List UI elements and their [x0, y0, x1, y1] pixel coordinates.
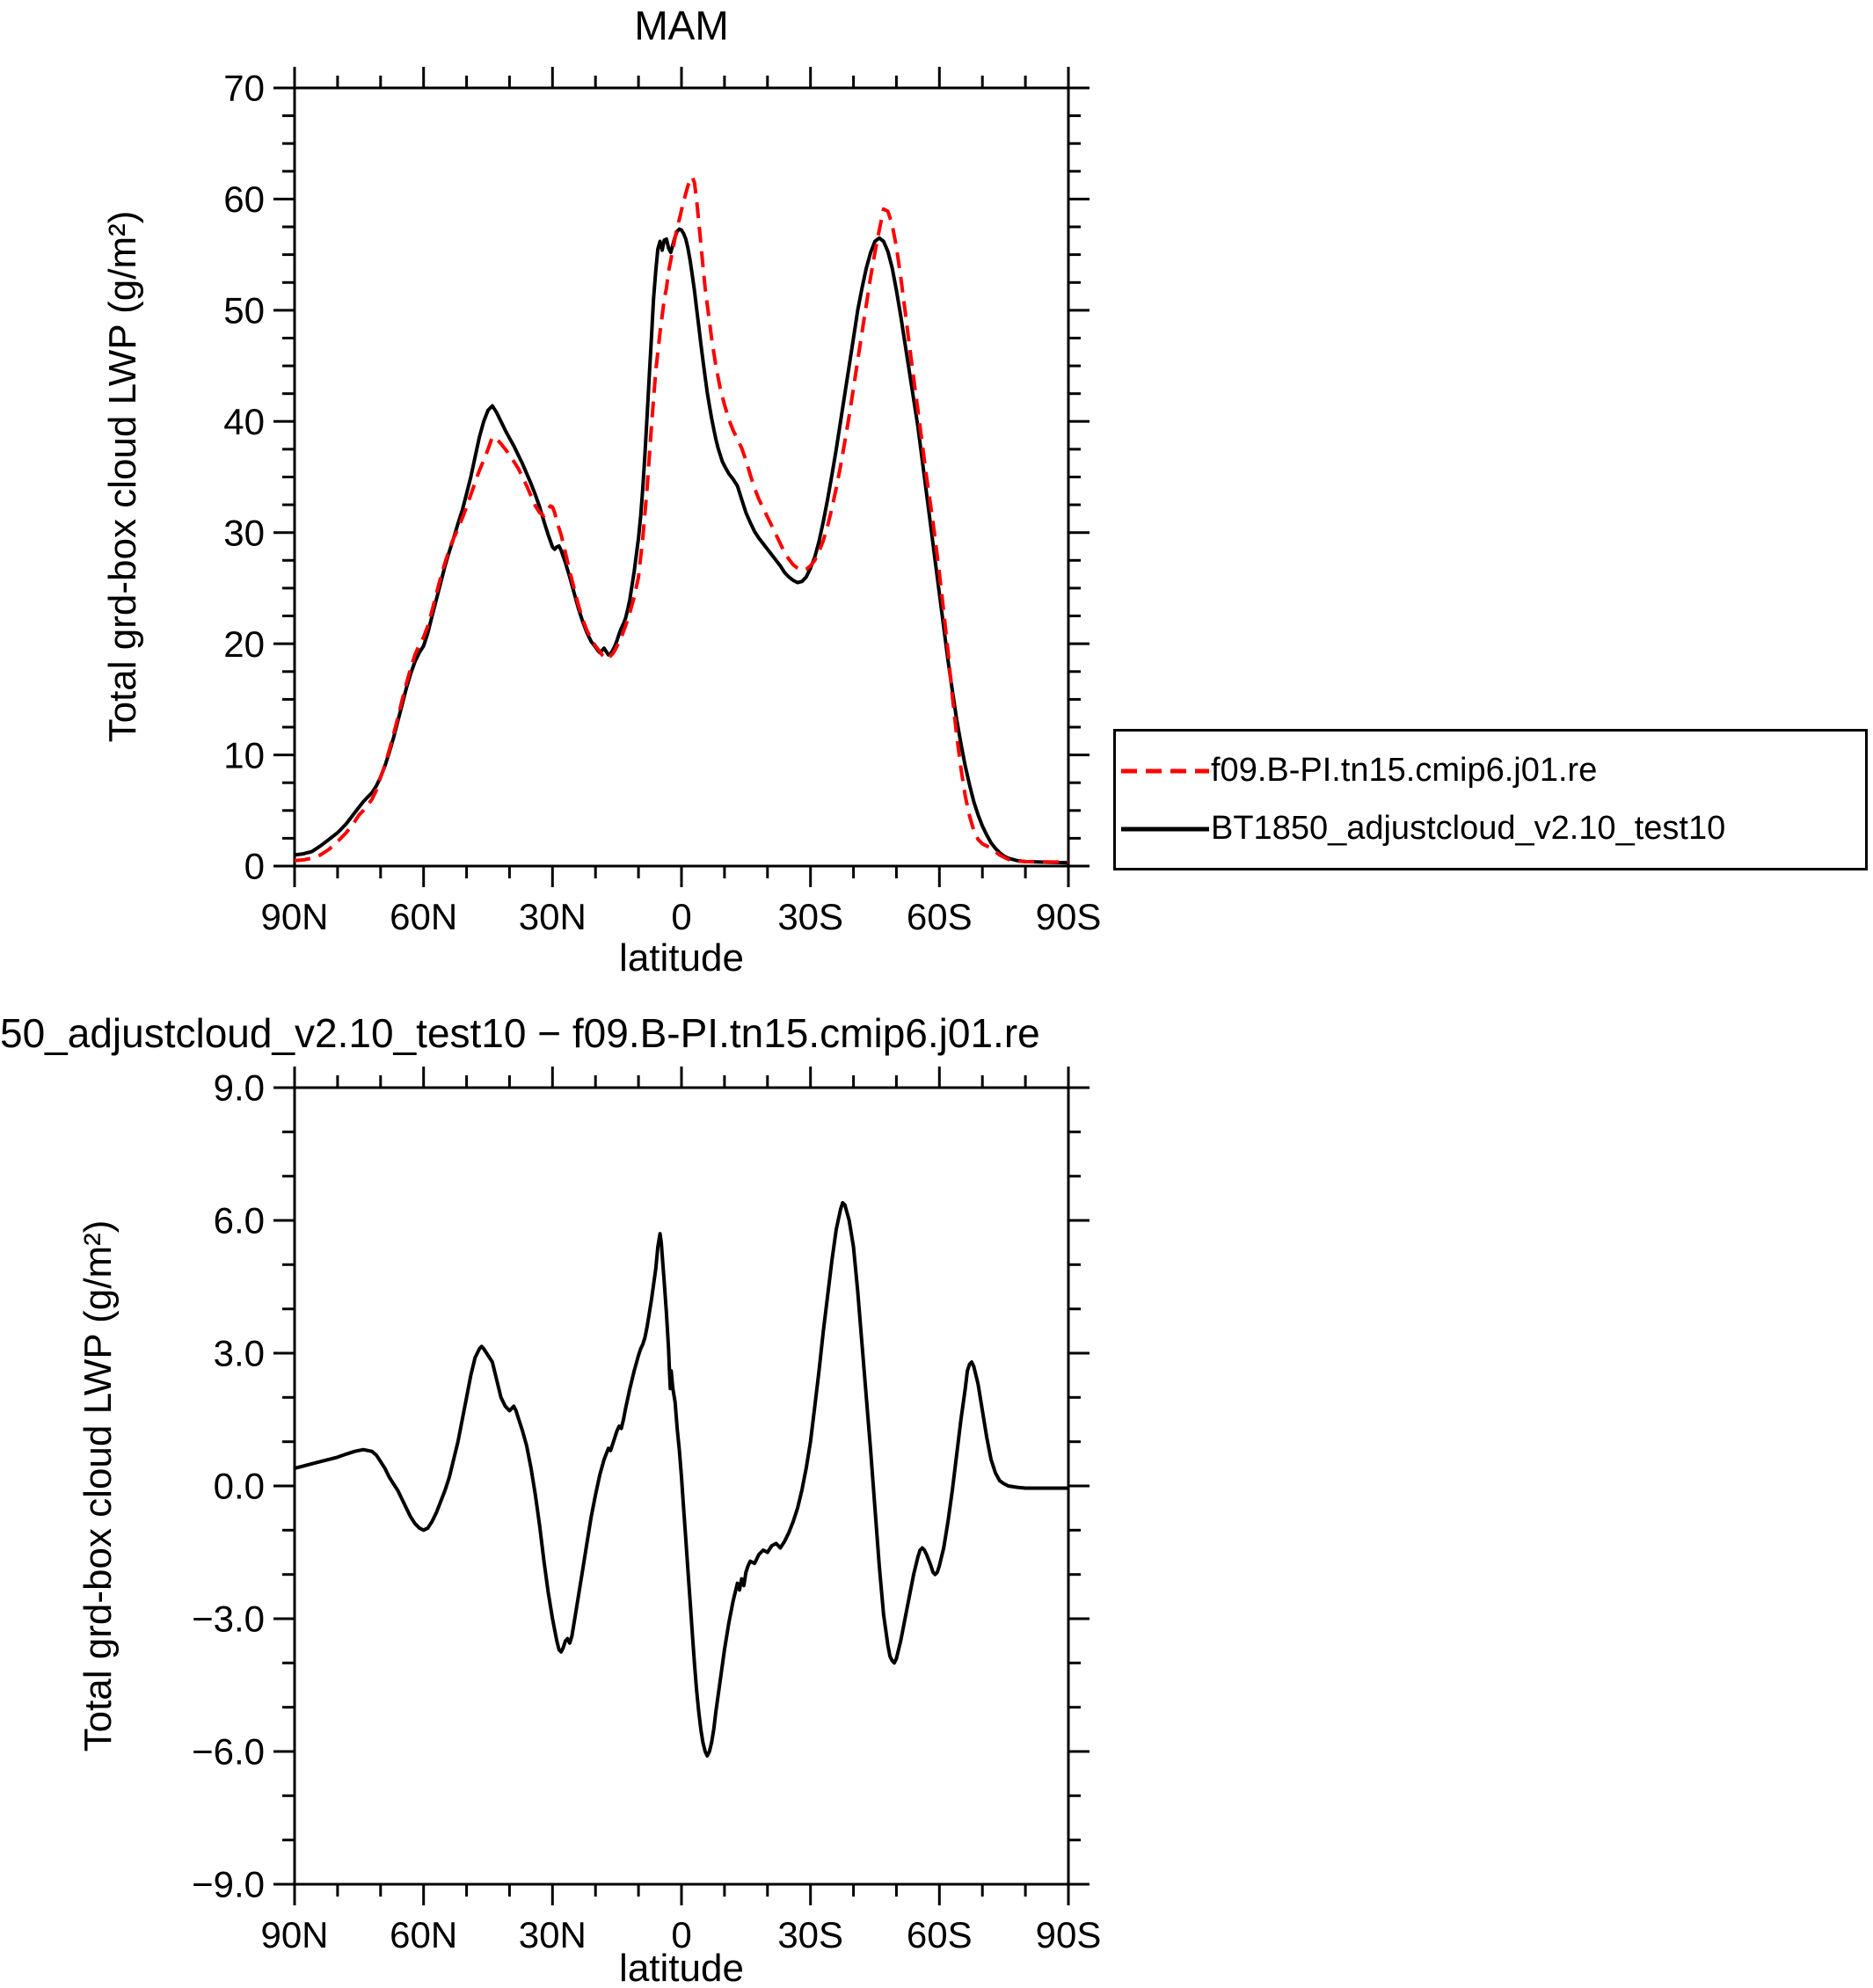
y-tick-label: 3.0 — [214, 1333, 265, 1374]
x-tick-label: 30N — [519, 896, 587, 937]
y-tick-label: 0 — [244, 846, 265, 887]
x-tick-label: 90N — [260, 896, 328, 937]
legend-label-bt1850: BT1850_adjustcloud_v2.10_test10 — [1211, 810, 1726, 847]
legend-line-red-dashed-icon — [1121, 768, 1209, 773]
y-tick-label: −9.0 — [192, 1864, 265, 1905]
x-tick-label: 60S — [907, 896, 973, 937]
top-chart-xlabel: latitude — [619, 936, 744, 979]
y-tick-label: 60 — [223, 178, 265, 220]
legend-box: f09.B-PI.tn15.cmip6.j01.re BT1850_adjust… — [1113, 729, 1868, 870]
bottom-chart-plot: 90N 60N 30N 0 30S 60S 90S 9.0 6.0 3.0 0.0 −3.0 −6.0 −… — [192, 1067, 1101, 1955]
x-tick-label: 90S — [1036, 1914, 1102, 1955]
tick-marks — [273, 67, 1090, 887]
x-tick-label: 60S — [907, 1914, 973, 1955]
y-tick-label: 9.0 — [214, 1067, 265, 1109]
plot-frame — [293, 86, 1070, 868]
series-line-f09.B-PI.tn15.cmip6.j01.re — [294, 175, 1069, 864]
x-tick-label: 60N — [390, 896, 457, 937]
bottom-chart-xlabel: latitude — [619, 1947, 744, 1988]
tick-labels: 90N 60N 30N 0 30S 60S 90S 0 10 20 30 40 50 60 70 — [223, 68, 1101, 937]
series-line-BT1850_adjustcloud_v2.10_test10 — [294, 227, 1069, 865]
legend-entry-bt1850: BT1850_adjustcloud_v2.10_test10 — [1116, 810, 1865, 848]
legend-label-f09: f09.B-PI.tn15.cmip6.j01.re — [1211, 752, 1598, 789]
x-tick-label: 90S — [1036, 896, 1102, 937]
x-tick-label: 30N — [519, 1914, 587, 1955]
x-tick-label: 60N — [390, 1914, 457, 1955]
y-tick-label: 50 — [223, 290, 265, 331]
legend-line-black-solid-icon — [1121, 827, 1209, 831]
series-line-difference — [294, 1200, 1068, 1758]
tick-labels: 90N 60N 30N 0 30S 60S 90S 9.0 6.0 3.0 0.0 −3.0 −6.0 −… — [192, 1067, 1101, 1955]
y-tick-label: 20 — [223, 623, 265, 665]
y-tick-label: 10 — [223, 734, 265, 776]
axes-frame — [293, 86, 1070, 868]
y-tick-label: 6.0 — [214, 1200, 265, 1242]
top-chart-title: MAM — [634, 3, 729, 48]
y-tick-label: 40 — [223, 401, 265, 442]
x-tick-label: 0 — [671, 896, 691, 937]
bottom-chart-ylabel: Total grd-box cloud LWP (g/m²) — [77, 1220, 120, 1752]
top-chart-plot: 90N 60N 30N 0 30S 60S 90S 0 10 20 30 40 50 60 70 — [223, 67, 1101, 937]
tick-marks — [273, 1067, 1090, 1905]
top-chart-ylabel: Total grd-box cloud LWP (g/m²) — [101, 210, 144, 743]
x-tick-label: 30S — [777, 1914, 843, 1955]
y-tick-label: −6.0 — [192, 1731, 265, 1773]
y-tick-label: 70 — [223, 68, 265, 109]
x-tick-label: 90N — [260, 1914, 328, 1955]
x-tick-label: 30S — [777, 896, 843, 937]
x-tick-label: 0 — [671, 1914, 691, 1955]
y-tick-label: 30 — [223, 512, 265, 553]
legend-entry-f09: f09.B-PI.tn15.cmip6.j01.re — [1116, 752, 1865, 790]
bottom-chart-title: 50_adjustcloud_v2.10_test10 − f09.B-PI.t… — [0, 1010, 1040, 1056]
y-tick-label: 0.0 — [214, 1466, 265, 1507]
y-tick-label: −3.0 — [192, 1598, 265, 1640]
